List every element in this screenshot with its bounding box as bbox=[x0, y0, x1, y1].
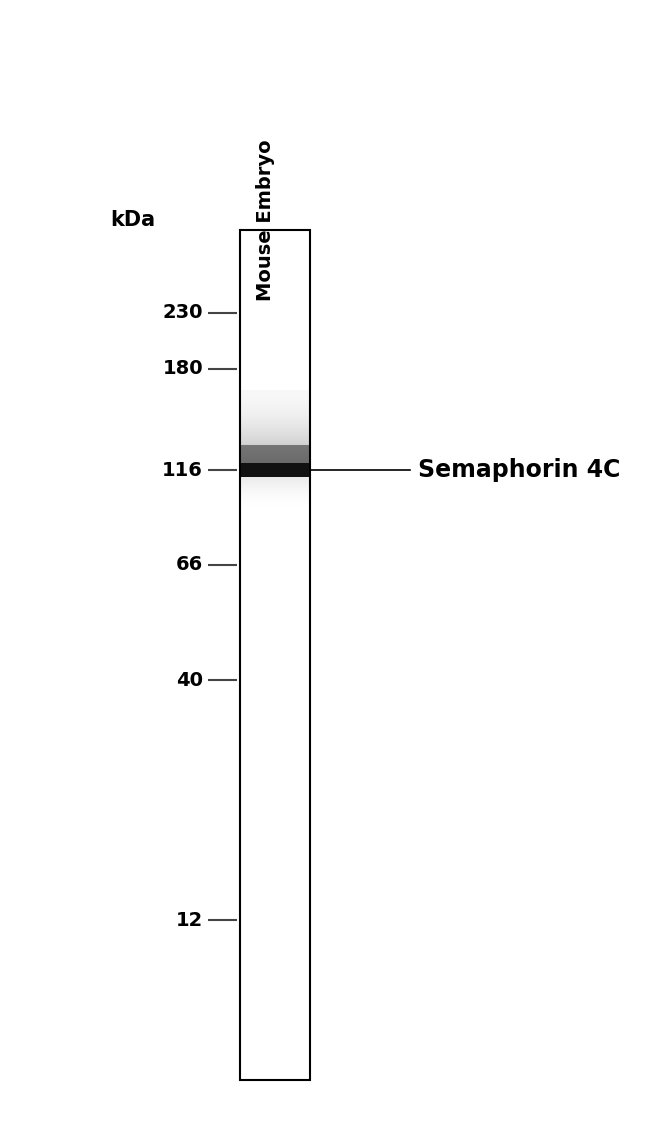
Bar bbox=[241, 419, 309, 420]
Bar bbox=[241, 494, 309, 496]
Text: 116: 116 bbox=[162, 460, 203, 479]
Bar bbox=[241, 420, 309, 421]
Bar bbox=[241, 506, 309, 508]
Bar bbox=[241, 397, 309, 398]
Bar bbox=[241, 468, 309, 470]
Bar bbox=[241, 394, 309, 397]
Bar bbox=[241, 489, 309, 492]
Bar bbox=[241, 452, 309, 454]
Text: 180: 180 bbox=[162, 359, 203, 378]
Bar bbox=[241, 390, 309, 392]
Bar bbox=[241, 404, 309, 406]
Bar bbox=[241, 445, 309, 463]
Bar bbox=[241, 417, 309, 419]
Bar bbox=[241, 436, 309, 438]
Bar bbox=[241, 478, 309, 480]
Bar bbox=[241, 459, 309, 460]
Bar bbox=[241, 412, 309, 414]
Text: kDa: kDa bbox=[110, 210, 155, 230]
Bar bbox=[241, 451, 309, 452]
Bar bbox=[241, 486, 309, 488]
Bar bbox=[241, 392, 309, 393]
Bar bbox=[241, 400, 309, 401]
Bar bbox=[241, 458, 309, 459]
Text: 40: 40 bbox=[176, 671, 203, 690]
Bar bbox=[241, 470, 309, 472]
Bar bbox=[241, 460, 309, 462]
Text: Semaphorin 4C: Semaphorin 4C bbox=[418, 458, 620, 482]
Bar bbox=[241, 393, 309, 394]
Bar bbox=[241, 401, 309, 403]
Bar bbox=[241, 482, 309, 484]
Bar bbox=[241, 411, 309, 412]
Bar bbox=[241, 443, 309, 444]
Bar bbox=[241, 463, 309, 477]
Bar bbox=[241, 421, 309, 424]
Bar bbox=[241, 484, 309, 486]
Bar bbox=[241, 435, 309, 436]
Bar bbox=[241, 409, 309, 411]
Text: 230: 230 bbox=[162, 304, 203, 323]
Bar bbox=[240, 230, 310, 1080]
Bar bbox=[241, 398, 309, 400]
Bar bbox=[241, 467, 309, 468]
Bar bbox=[241, 472, 309, 474]
Bar bbox=[241, 454, 309, 455]
Bar bbox=[241, 431, 309, 432]
Bar bbox=[241, 455, 309, 458]
Bar bbox=[241, 425, 309, 427]
Bar bbox=[241, 428, 309, 431]
Bar bbox=[241, 406, 309, 408]
Bar bbox=[241, 441, 309, 443]
Bar bbox=[241, 480, 309, 482]
Bar bbox=[241, 403, 309, 404]
Text: 12: 12 bbox=[176, 911, 203, 929]
Bar bbox=[241, 488, 309, 489]
Bar bbox=[241, 502, 309, 504]
Bar bbox=[241, 463, 309, 466]
Bar bbox=[241, 474, 309, 476]
Bar bbox=[241, 500, 309, 502]
Bar bbox=[241, 466, 309, 467]
Bar bbox=[241, 449, 309, 451]
Bar bbox=[241, 448, 309, 449]
Bar bbox=[241, 496, 309, 499]
Text: 66: 66 bbox=[176, 555, 203, 574]
Bar bbox=[241, 504, 309, 506]
Bar bbox=[241, 433, 309, 435]
Bar bbox=[241, 427, 309, 428]
Bar bbox=[241, 462, 309, 463]
Bar bbox=[241, 416, 309, 417]
Bar bbox=[241, 444, 309, 446]
Bar bbox=[241, 440, 309, 441]
Bar bbox=[241, 446, 309, 448]
Bar bbox=[241, 438, 309, 440]
Bar bbox=[241, 424, 309, 425]
Text: Mouse Embryo: Mouse Embryo bbox=[256, 139, 275, 301]
Bar bbox=[241, 414, 309, 416]
Bar bbox=[241, 499, 309, 500]
Bar bbox=[241, 476, 309, 478]
Bar bbox=[241, 492, 309, 494]
Bar bbox=[241, 432, 309, 433]
Bar bbox=[241, 408, 309, 409]
Bar bbox=[241, 508, 309, 510]
